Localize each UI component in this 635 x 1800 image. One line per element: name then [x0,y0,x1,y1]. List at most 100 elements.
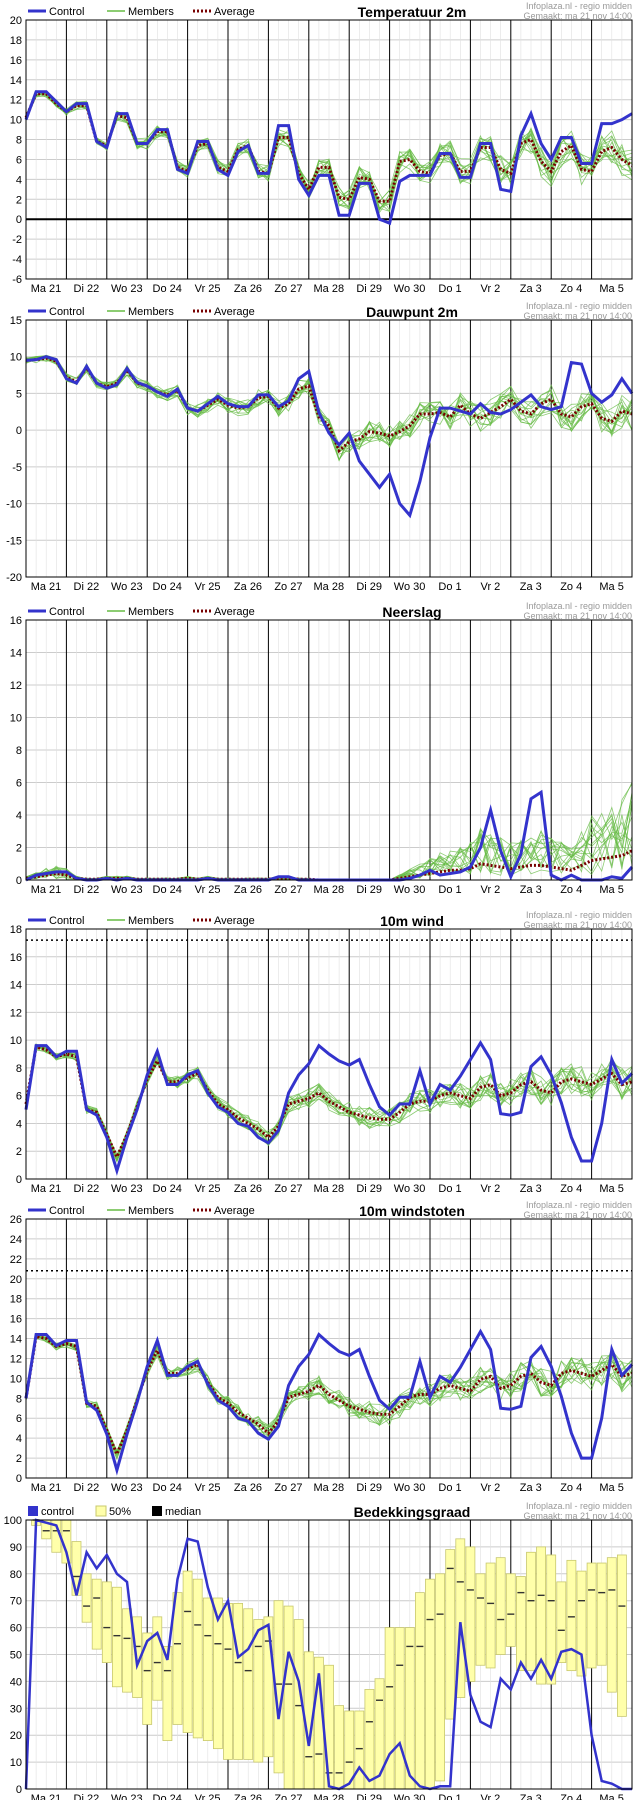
x-tick-label: Za 26 [234,1482,262,1494]
chart-rain: 0 2 4 6 8 10 12 14 16 Ma 21 Di 22 Wo 23 Do 24 Vr 25 Za… [10,601,634,896]
x-tick-label: Di 29 [356,283,382,295]
cloud-box [354,1710,365,1790]
x-tick-label: Di 22 [74,1183,100,1195]
y-tick-label: 16 [10,615,22,627]
x-tick-label: Ma 28 [314,283,345,295]
x-tick-label: Vr 2 [481,283,501,295]
cloud-box [596,1562,607,1666]
cloud-box [425,1578,435,1790]
control-line [24,90,633,226]
y-tick-label: 6 [16,778,22,790]
cloud-box [223,1602,233,1760]
cloud-box [435,1573,446,1782]
x-tick-label: Di 22 [74,581,100,593]
legend-average-label: Average [214,606,255,618]
average-line [25,356,633,454]
y-tick-label: 12 [10,680,22,692]
x-tick-label: Zo 27 [274,1183,302,1195]
y-tick-label: 50 [10,1650,22,1662]
plot-frame [25,1519,633,1790]
cloud-box [455,1538,466,1698]
cloud-box [394,1627,405,1790]
x-tick-label: Vr 25 [195,1183,221,1195]
y-tick-label: 10 [10,352,22,364]
y-tick-label: 0 [16,214,22,226]
y-tick-label: 24 [10,1234,22,1246]
x-tick-label: Za 3 [520,1793,542,1800]
x-tick-label: Ma 28 [314,884,345,896]
cloud-box [546,1554,557,1685]
cloud-box [81,1573,92,1623]
y-tick-label: 16 [10,952,22,964]
x-tick-label: Do 1 [438,1482,461,1494]
legend-average-label: Average [214,915,255,927]
x-tick-label: Ma 28 [314,581,345,593]
y-tick-label: -15 [6,535,22,547]
x-tick-label: Za 26 [234,581,262,593]
cloud-box [566,1559,577,1672]
x-tick-label: Vr 2 [481,581,501,593]
cloud-box [182,1570,193,1733]
x-tick-label: Wo 30 [394,1793,426,1800]
cloud-box [586,1562,597,1669]
credit-line-1: Infoplaza.nl - regio midden [526,910,632,920]
legend-control-label: control [41,1506,74,1518]
x-tick-label: Zo 4 [560,581,582,593]
cloud-box [334,1705,345,1790]
x-tick-label: Za 3 [520,1482,542,1494]
x-tick-label: Wo 30 [394,283,426,295]
chart-title: Neerslag [382,604,441,620]
y-tick-label: 20 [10,1730,22,1742]
y-tick-label: 18 [10,35,22,47]
x-tick-label: Ma 21 [31,1793,62,1800]
y-tick-label: 15 [10,315,22,327]
cloud-box [536,1546,546,1685]
y-tick-label: 10 [10,115,22,127]
chart-title: 10m windstoten [359,1203,465,1219]
cloud-box [233,1602,244,1760]
x-tick-label: Ma 21 [31,283,62,295]
cloud-box [162,1646,173,1741]
y-tick-label: 0 [16,425,22,437]
x-tick-label: Do 1 [438,581,461,593]
cloud-box [576,1570,587,1677]
plot-frame [25,928,633,1180]
y-tick-label: 8 [16,1393,22,1405]
y-tick-label: 10 [10,713,22,725]
legend-members-label: Members [128,306,174,318]
y-tick-label: 20 [10,15,22,27]
x-tick-label: Wo 23 [111,1183,143,1195]
legend-members-label: Members [128,6,174,18]
cloud-box [516,1576,526,1672]
x-tick-label: Zo 27 [274,1482,302,1494]
x-tick-label: Za 26 [234,884,262,896]
x-tick-label: Wo 30 [394,1183,426,1195]
cloud-box [122,1608,132,1693]
chart-wind: 0 2 4 6 8 10 12 14 16 18 Ma 21 Di 22 Wo 23 Do 24 Vr 25… [10,910,634,1195]
legend-control-swatch [28,1506,38,1516]
credit-line-2: Gemaakt: ma 21 nov 14:00 [523,311,632,321]
plot-frame [25,19,633,280]
y-tick-label: 8 [16,745,22,757]
cloud-box [606,1557,617,1693]
x-tick-label: Di 29 [356,1183,382,1195]
x-tick-label: Do 24 [153,884,182,896]
y-tick-label: 22 [10,1254,22,1266]
cloud-box [556,1581,567,1663]
y-tick-label: 0 [16,1473,22,1485]
x-tick-label: Wo 23 [111,1482,143,1494]
x-tick-label: Za 3 [520,1183,542,1195]
cloud-box [202,1597,213,1741]
y-tick-label: 4 [16,810,22,822]
y-tick-label: 40 [10,1676,22,1688]
legend-median-label: median [165,1506,201,1518]
plot-frame [25,319,633,578]
y-tick-label: 10 [10,1373,22,1385]
credit-line-1: Infoplaza.nl - regio midden [526,1501,632,1511]
x-tick-label: Zo 4 [560,1183,582,1195]
chart-title: Dauwpunt 2m [366,304,458,320]
legend-members-label: Members [128,606,174,618]
cloud-box [384,1627,395,1790]
legend-members-label: Members [128,1205,174,1217]
